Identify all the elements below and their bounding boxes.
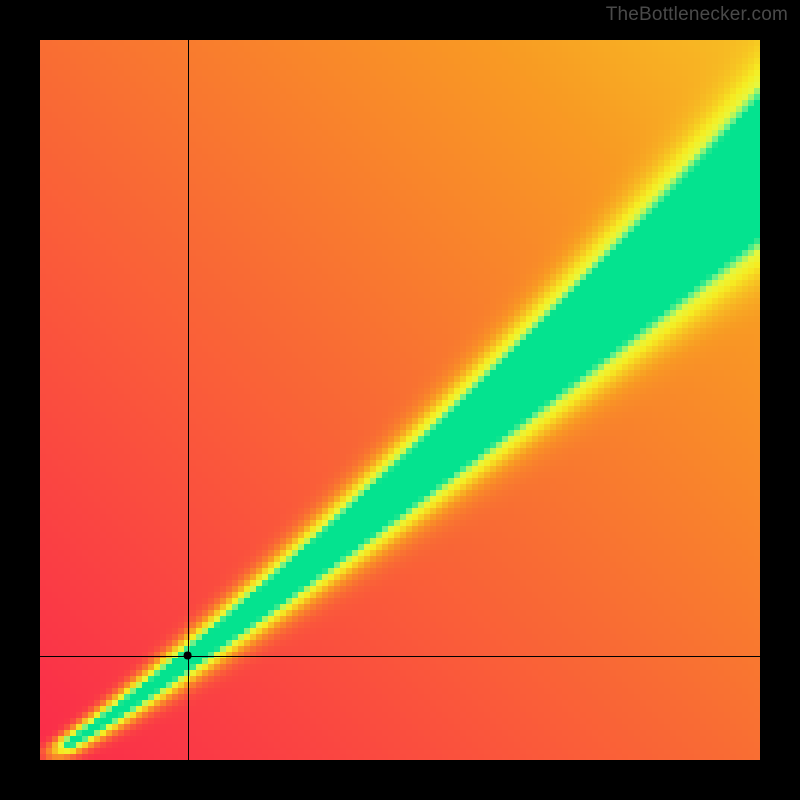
plot-area xyxy=(40,40,760,760)
heatmap-canvas xyxy=(40,40,760,760)
chart-container: TheBottlenecker.com xyxy=(0,0,800,800)
watermark-text: TheBottlenecker.com xyxy=(606,4,788,26)
